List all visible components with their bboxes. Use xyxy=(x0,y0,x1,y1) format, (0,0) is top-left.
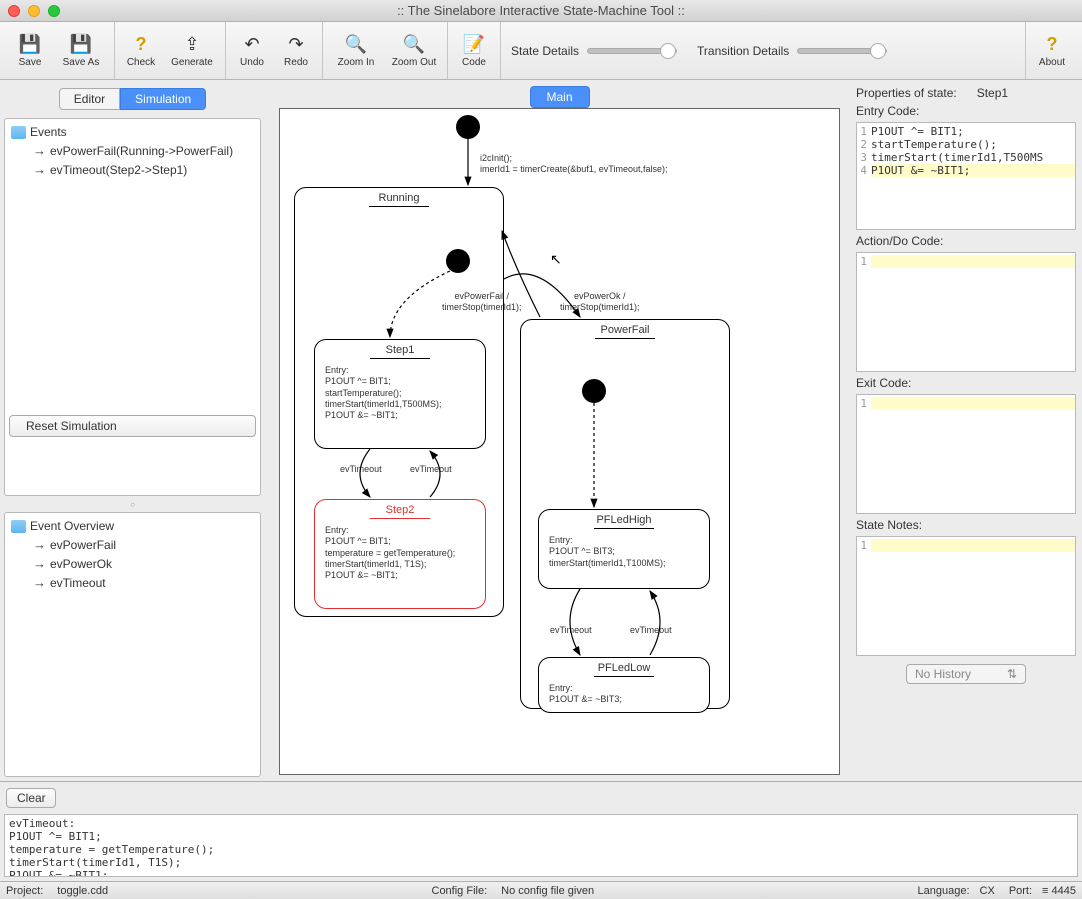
event-item[interactable]: →evTimeout(Step2->Step1) xyxy=(9,160,256,179)
question-icon: ? xyxy=(130,33,152,55)
zoom-window-button[interactable] xyxy=(48,5,60,17)
state-details-slider[interactable] xyxy=(587,48,677,54)
event-overview-item[interactable]: →evPowerFail xyxy=(9,535,256,554)
events-header: Events xyxy=(30,125,67,139)
code-icon: 📝 xyxy=(463,33,485,55)
state-step1[interactable]: Step1 Entry: P1OUT ^= BIT1; startTempera… xyxy=(314,339,486,449)
titlebar: :: The Sinelabore Interactive State-Mach… xyxy=(0,0,1082,22)
tab-editor[interactable]: Editor xyxy=(59,88,120,110)
language-label: Language: xyxy=(918,885,970,897)
arrow-icon: → xyxy=(33,537,46,552)
initial-state-dot xyxy=(456,115,480,139)
folder-icon xyxy=(11,520,26,533)
chevron-up-down-icon: ⇅ xyxy=(1007,667,1017,681)
trans-evtimeout-pf-right: evTimeout xyxy=(630,625,672,636)
generate-button[interactable]: ⇪Generate xyxy=(163,26,221,76)
check-button[interactable]: ?Check xyxy=(119,26,163,76)
action-code-box[interactable]: 1 xyxy=(856,252,1076,372)
state-notes-label: State Notes: xyxy=(856,518,1076,532)
minimize-window-button[interactable] xyxy=(28,5,40,17)
reset-simulation-button[interactable]: Reset Simulation xyxy=(9,415,256,437)
transition-details-slider[interactable] xyxy=(797,48,887,54)
running-initial-dot xyxy=(446,249,470,273)
trans-evpowerok: evPowerOk / timerStop(timerId1); xyxy=(560,291,640,313)
diagram-canvas[interactable]: i2cInit(); imerId1 = timerCreate(&buf1, … xyxy=(279,108,840,775)
history-selector[interactable]: No History⇅ xyxy=(906,664,1026,684)
entry-code-label: Entry Code: xyxy=(856,104,1076,118)
port-value: ≡ 4445 xyxy=(1042,885,1076,897)
state-details-label: State Details xyxy=(511,44,579,58)
language-value: CX xyxy=(980,885,995,897)
log-output: evTimeout: P1OUT ^= BIT1; temperature = … xyxy=(4,814,1078,877)
floppy-disk-icon: 💾 xyxy=(70,33,92,55)
undo-button[interactable]: ↶Undo xyxy=(230,26,274,76)
floppy-disk-icon: 💾 xyxy=(19,33,41,55)
exit-code-box[interactable]: 1 xyxy=(856,394,1076,514)
config-file-value: No config file given xyxy=(501,885,594,897)
trans-evtimeout-left: evTimeout xyxy=(340,464,382,475)
zoom-out-icon: 🔍 xyxy=(403,33,425,55)
zoom-out-button[interactable]: 🔍Zoom Out xyxy=(385,26,443,76)
toolbar: 💾Save 💾Save As ?Check ⇪Generate ↶Undo ↷R… xyxy=(0,22,1082,80)
event-overview-header: Event Overview xyxy=(30,519,114,533)
project-file: toggle.cdd xyxy=(57,885,108,897)
event-overview-panel: Event Overview →evPowerFail→evPowerOk→ev… xyxy=(4,512,261,777)
redo-icon: ↷ xyxy=(285,33,307,55)
trans-evtimeout-pf-left: evTimeout xyxy=(550,625,592,636)
properties-panel: Properties of state: Step1 Entry Code: 1P… xyxy=(854,80,1082,781)
exit-code-label: Exit Code: xyxy=(856,376,1076,390)
save-as-button[interactable]: 💾Save As xyxy=(52,26,110,76)
trans-evpowerfail: evPowerFail / timerStop(timerId1); xyxy=(442,291,522,313)
powerfail-initial-dot xyxy=(582,379,606,403)
undo-icon: ↶ xyxy=(241,33,263,55)
zoom-in-icon: 🔍 xyxy=(345,33,367,55)
export-icon: ⇪ xyxy=(181,33,203,55)
about-button[interactable]: ?About xyxy=(1030,26,1074,76)
event-overview-item[interactable]: →evPowerOk xyxy=(9,554,256,573)
window-title: :: The Sinelabore Interactive State-Mach… xyxy=(0,3,1082,18)
arrow-icon: → xyxy=(33,556,46,571)
resize-handle-icon[interactable]: ○ xyxy=(4,500,261,508)
question-icon: ? xyxy=(1041,33,1063,55)
close-window-button[interactable] xyxy=(8,5,20,17)
trans-evtimeout-right: evTimeout xyxy=(410,464,452,475)
arrow-icon: → xyxy=(33,575,46,590)
project-label: Project: xyxy=(6,885,43,897)
entry-code-box[interactable]: 1P1OUT ^= BIT1;2startTemperature();3time… xyxy=(856,122,1076,230)
clear-log-button[interactable]: Clear xyxy=(6,788,56,808)
state-notes-box[interactable]: 1 xyxy=(856,536,1076,656)
tab-main[interactable]: Main xyxy=(529,86,589,108)
init-transition-label: i2cInit(); imerId1 = timerCreate(&buf1, … xyxy=(480,153,668,175)
left-tabs: Editor Simulation xyxy=(4,88,261,110)
status-bar: Project: toggle.cdd Config File: No conf… xyxy=(0,881,1082,899)
arrow-icon: → xyxy=(33,143,46,158)
code-button[interactable]: 📝Code xyxy=(452,26,496,76)
state-pfledlow[interactable]: PFLedLow Entry: P1OUT &= ~BIT3; xyxy=(538,657,710,713)
properties-header-label: Properties of state: xyxy=(856,86,957,100)
zoom-in-button[interactable]: 🔍Zoom In xyxy=(327,26,385,76)
events-panel: Events →evPowerFail(Running->PowerFail)→… xyxy=(4,118,261,496)
redo-button[interactable]: ↷Redo xyxy=(274,26,318,76)
port-label: Port: xyxy=(1009,885,1032,897)
cursor-icon: ↖ xyxy=(550,251,562,268)
event-item[interactable]: →evPowerFail(Running->PowerFail) xyxy=(9,141,256,160)
tab-simulation[interactable]: Simulation xyxy=(120,88,206,110)
event-overview-item[interactable]: →evTimeout xyxy=(9,573,256,592)
arrow-icon: → xyxy=(33,162,46,177)
state-step2[interactable]: Step2 Entry: P1OUT ^= BIT1; temperature … xyxy=(314,499,486,609)
save-button[interactable]: 💾Save xyxy=(8,26,52,76)
state-pfledhigh[interactable]: PFLedHigh Entry: P1OUT ^= BIT3; timerSta… xyxy=(538,509,710,589)
config-file-label: Config File: xyxy=(432,885,488,897)
transition-details-label: Transition Details xyxy=(697,44,789,58)
action-code-label: Action/Do Code: xyxy=(856,234,1076,248)
folder-icon xyxy=(11,126,26,139)
properties-state-name: Step1 xyxy=(977,86,1008,100)
